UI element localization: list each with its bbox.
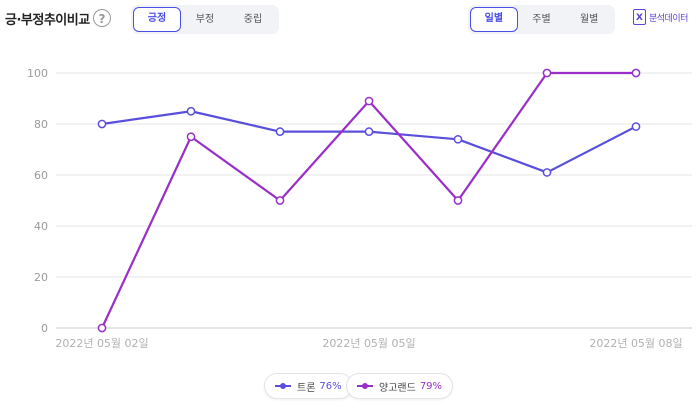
data-point: [97, 323, 107, 333]
legend-label: 트론: [297, 382, 316, 394]
y-tick-label: 100: [27, 67, 48, 80]
series-lines: [101, 71, 637, 329]
x-axis-ticks: 2022년 05월 02일 2022년 05월 05일 2022년 05월 08일: [55, 336, 682, 350]
data-point: [97, 119, 107, 129]
y-axis-ticks: 0 20 40 60 80 100: [27, 67, 48, 335]
x-tick-label: 2022년 05월 02일: [55, 336, 148, 350]
series-line-2: [101, 71, 636, 329]
sentiment-toggle: 긍정 부정 중립: [131, 5, 279, 34]
y-tick-label: 20: [34, 271, 48, 284]
data-point: [631, 68, 641, 78]
tab-weekly[interactable]: 주별: [532, 14, 551, 25]
data-point: [186, 106, 196, 116]
tab-monthly[interactable]: 월별: [579, 14, 599, 25]
chart-header: 긍·부정추이비교 ? 긍정 부정 중립 일별 주별 월별 X 분석데이터: [0, 0, 700, 40]
data-point: [631, 122, 641, 131]
data-point: [364, 96, 374, 106]
period-toggle: 일별 주별 월별: [468, 5, 615, 34]
legend-percent: 79%: [419, 380, 443, 392]
legend-item-series-2[interactable]: 양고랜드 79%: [346, 373, 454, 399]
data-point: [275, 196, 285, 205]
excel-icon: X: [633, 9, 646, 25]
y-tick-label: 0: [41, 322, 48, 335]
chart-title: 긍·부정추이비교: [5, 13, 90, 28]
data-point: [275, 127, 285, 136]
x-tick-label: 2022년 05월 05일: [322, 336, 415, 350]
series-line-1: [101, 110, 637, 174]
legend-item-series-1[interactable]: 트론 76%: [264, 373, 353, 399]
legend-label: 양고랜드: [379, 382, 416, 394]
data-point: [364, 127, 374, 136]
y-tick-label: 80: [34, 118, 48, 131]
tab-daily[interactable]: 일별: [470, 7, 518, 32]
legend-marker-icon: [275, 382, 291, 390]
tab-negative[interactable]: 부정: [195, 14, 215, 25]
help-icon[interactable]: ?: [93, 9, 111, 27]
data-point: [542, 168, 552, 177]
tab-neutral[interactable]: 중립: [243, 14, 263, 25]
grid-lines: [56, 72, 692, 329]
x-tick-label: 2022년 05월 08일: [589, 336, 682, 350]
export-label: 분석데이터: [649, 13, 688, 24]
data-point: [453, 134, 463, 144]
tab-positive[interactable]: 긍정: [133, 7, 181, 32]
data-point: [186, 132, 196, 142]
legend: 트론 76% 양고랜드 79%: [0, 373, 700, 401]
data-point: [542, 68, 552, 78]
legend-percent: 76%: [319, 380, 342, 392]
series-points: [97, 68, 641, 333]
legend-marker-icon: [357, 382, 373, 390]
y-tick-label: 40: [34, 220, 48, 233]
y-tick-label: 60: [34, 169, 48, 182]
export-data-button[interactable]: X 분석데이터: [633, 9, 688, 25]
data-point: [453, 196, 463, 205]
